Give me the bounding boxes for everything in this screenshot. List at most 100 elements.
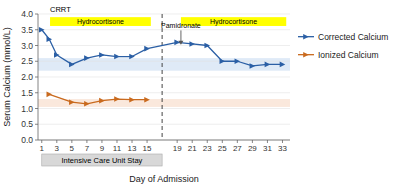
- grid-line: [38, 108, 290, 109]
- y-tick-label: 1.5: [21, 88, 33, 98]
- x-axis-label: Day of Admission: [129, 174, 199, 184]
- x-tick: [192, 140, 193, 143]
- annotation-text: CRRT: [50, 5, 71, 14]
- x-tick: [252, 140, 253, 143]
- annotation-arrow: [180, 30, 181, 41]
- series-marker: [235, 58, 241, 64]
- x-tick: [207, 140, 208, 143]
- y-tick: [35, 61, 38, 62]
- series-marker: [84, 101, 90, 107]
- normal-range-band: [38, 58, 290, 71]
- series-marker: [99, 52, 105, 58]
- series-marker: [129, 97, 135, 103]
- y-tick: [35, 45, 38, 46]
- x-tick-label: 23: [203, 144, 212, 153]
- series-marker: [46, 36, 52, 42]
- x-tick: [282, 140, 283, 143]
- legend: Corrected Calcium Ionized Calcium: [298, 32, 388, 60]
- y-tick-label: 4.0: [21, 9, 33, 19]
- x-tick-label: 27: [233, 144, 242, 153]
- x-tick: [237, 140, 238, 143]
- treatment-label: Hydrocortisone: [77, 18, 124, 26]
- x-tick: [101, 140, 102, 143]
- series-marker: [69, 62, 75, 68]
- grid-line: [38, 29, 290, 30]
- x-tick: [56, 140, 57, 143]
- series: [46, 92, 149, 107]
- treatment-label: Hydrocortisone: [210, 18, 257, 26]
- x-tick: [222, 140, 223, 143]
- x-tick: [41, 140, 42, 143]
- series-marker: [99, 98, 105, 104]
- x-tick-label: 7: [85, 144, 90, 153]
- y-tick-label: 3.0: [21, 41, 33, 51]
- series-marker: [144, 46, 150, 52]
- separator-line: [162, 14, 163, 140]
- x-tick-label: 5: [70, 144, 75, 153]
- series-marker: [265, 62, 271, 68]
- y-tick-label: 1.0: [21, 104, 33, 114]
- x-tick: [116, 140, 117, 143]
- series-line: [42, 30, 283, 66]
- x-tick-label: 25: [218, 144, 227, 153]
- x-tick-label: 29: [248, 144, 257, 153]
- y-tick: [35, 124, 38, 125]
- x-tick-label: 11: [113, 144, 122, 153]
- y-tick: [35, 108, 38, 109]
- x-tick-label: 9: [100, 144, 105, 153]
- legend-label: Ionized Calcium: [318, 50, 378, 60]
- series: [39, 27, 285, 69]
- y-tick: [35, 77, 38, 78]
- series-marker: [114, 54, 120, 60]
- stay-span: [42, 154, 162, 166]
- series-marker: [114, 96, 120, 102]
- grid-line: [38, 77, 290, 78]
- series-line: [49, 94, 147, 103]
- chart: 0.00.51.01.52.02.53.03.54.01357911131519…: [0, 0, 400, 189]
- series-marker: [280, 62, 286, 68]
- annotation-arrowhead: [178, 41, 183, 45]
- y-axis-label: Serum Calcium (mmol/L): [2, 27, 12, 127]
- x-tick: [132, 140, 133, 143]
- y-axis: 0.00.51.01.52.02.53.03.54.0: [21, 9, 290, 145]
- x-tick: [71, 140, 72, 143]
- legend-marker: [303, 52, 309, 58]
- series-marker: [39, 27, 45, 33]
- series-marker: [144, 97, 150, 103]
- y-tick: [35, 92, 38, 93]
- y-tick-label: 3.5: [21, 25, 33, 35]
- annotations: HydrocortisoneHydrocortisoneCRRTPamidron…: [42, 5, 257, 166]
- grid-line: [38, 14, 290, 15]
- y-tick-label: 0.5: [21, 119, 33, 129]
- x-tick: [267, 140, 268, 143]
- x-axis-line: [38, 140, 290, 141]
- plot-area: [39, 14, 286, 140]
- x-tick: [147, 140, 148, 143]
- x-tick-label: 3: [55, 144, 60, 153]
- x-tick-label: 31: [263, 144, 272, 153]
- x-tick-label: 13: [128, 144, 137, 153]
- grid-line: [38, 124, 290, 125]
- x-tick: [177, 140, 178, 143]
- series-marker: [189, 41, 195, 47]
- bands: [38, 58, 290, 107]
- series-marker: [219, 58, 225, 64]
- stay-label: Intensive Care Unit Stay: [62, 156, 143, 165]
- legend-label: Corrected Calcium: [318, 32, 388, 42]
- series-marker: [84, 55, 90, 61]
- y-tick: [35, 29, 38, 30]
- x-tick-label: 21: [188, 144, 197, 153]
- y-tick: [35, 14, 38, 15]
- y-tick: [35, 140, 38, 141]
- x-tick-label: 15: [143, 144, 152, 153]
- treatment-bar: [50, 17, 151, 26]
- x-tick: [86, 140, 87, 143]
- series-marker: [46, 92, 52, 98]
- grid-line: [38, 92, 290, 93]
- x-tick-label: 19: [173, 144, 182, 153]
- legend-marker: [303, 34, 309, 40]
- y-axis-line: [38, 14, 39, 140]
- x-axis: 135791113151921232527293133: [38, 140, 290, 153]
- series-marker: [69, 99, 75, 105]
- x-tick-label: 33: [278, 144, 287, 153]
